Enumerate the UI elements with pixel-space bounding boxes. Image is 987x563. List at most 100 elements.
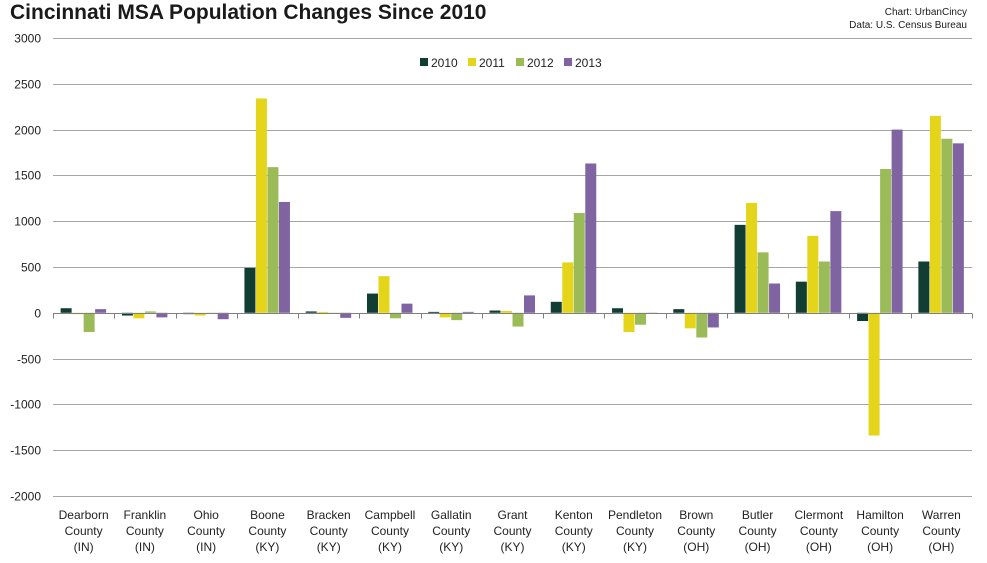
category-label: (KY) [255, 540, 279, 554]
category-label: (OH) [928, 540, 954, 554]
bar-2012-gallatin [451, 312, 463, 321]
bar-2013-grant [524, 295, 535, 313]
y-tick-label: -2000 [10, 490, 41, 504]
bar-2010-clermont [795, 281, 807, 313]
category-label: Brown [679, 508, 713, 522]
category-label: Grant [497, 508, 528, 522]
bar-2013-ohio [217, 312, 229, 320]
legend-label-2010: 2010 [431, 56, 458, 70]
bar-2013-warren [952, 143, 964, 313]
y-tick-label: -1500 [10, 444, 41, 458]
y-tick-label: -1000 [10, 398, 41, 412]
y-tick-label: 1000 [14, 215, 41, 229]
category-label: County [555, 524, 593, 538]
bar-2011-grant [501, 310, 512, 313]
category-label: (KY) [378, 540, 402, 554]
category-label: County [739, 524, 777, 538]
category-label: (KY) [623, 540, 647, 554]
y-tick-label: 500 [21, 261, 41, 275]
category-label: County [126, 524, 164, 538]
bar-2010-franklin [121, 312, 133, 316]
category-label: County [922, 524, 960, 538]
category-label: (IN) [74, 540, 94, 554]
credit-text: Chart: UrbanCincy [884, 7, 967, 18]
category-label: (OH) [745, 540, 771, 554]
legend-swatch-2010 [420, 58, 428, 66]
category-label: (KY) [439, 540, 463, 554]
legend-swatch-2013 [564, 58, 572, 66]
legend-swatch-2011 [468, 58, 476, 66]
category-label: County [187, 524, 225, 538]
category-label: Bracken [307, 508, 351, 522]
category-label: County [493, 524, 531, 538]
bar-2012-pendleton [635, 312, 647, 325]
legend-label-2012: 2012 [527, 56, 554, 70]
category-label: (OH) [867, 540, 893, 554]
category-label: (IN) [135, 540, 155, 554]
bar-2012-campbell [389, 312, 401, 319]
category-label: Butler [742, 508, 773, 522]
axes: 3000 2500 2000 1500 1000 500 0 -500 -1000 -1500 -2… [10, 32, 973, 554]
bar-2013-kenton [585, 163, 597, 313]
category-label: Dearborn [59, 508, 109, 522]
bar-2011-brown [684, 312, 696, 329]
category-label: (KY) [562, 540, 586, 554]
category-label: County [677, 524, 715, 538]
category-label: (KY) [317, 540, 341, 554]
bar-2010-kenton [550, 301, 562, 313]
bar-2011-gallatin [439, 312, 451, 318]
category-label: County [616, 524, 654, 538]
y-tick-label: 0 [34, 307, 41, 321]
category-label: (IN) [196, 540, 216, 554]
bar-2012-grant [512, 312, 524, 327]
bar-2012-boone [267, 167, 279, 313]
y-tick-label: 2000 [14, 124, 41, 138]
category-label: County [310, 524, 348, 538]
category-label: (OH) [683, 540, 709, 554]
chart-credits: Chart: UrbanCincy Data: U.S. Census Bure… [849, 6, 967, 32]
bar-2010-campbell [366, 293, 378, 313]
category-label: Ohio [193, 508, 219, 522]
legend: 2010 2011 2012 2013 [420, 56, 602, 70]
bar-2010-hamilton [857, 312, 869, 322]
bar-2011-campbell [378, 276, 390, 313]
category-label: Pendleton [608, 508, 662, 522]
category-label: Franklin [124, 508, 167, 522]
gridlines [53, 38, 972, 497]
bar-2013-dearborn [95, 309, 107, 313]
bar-2011-butler [746, 202, 758, 313]
bar-2010-pendleton [612, 308, 624, 313]
category-label: (KY) [501, 540, 525, 554]
bar-2012-franklin [144, 311, 156, 313]
source-text: Data: U.S. Census Bureau [849, 20, 967, 31]
category-label: Boone [250, 508, 285, 522]
bar-2013-hamilton [891, 129, 903, 313]
bar-2013-butler [769, 283, 781, 313]
bar-2012-clermont [818, 261, 830, 313]
bar-2013-gallatin [462, 311, 474, 313]
bar-2011-hamilton [868, 312, 880, 436]
category-label: County [800, 524, 838, 538]
bar-2010-brown [673, 309, 685, 313]
category-label: (OH) [806, 540, 832, 554]
category-label: Campbell [365, 508, 416, 522]
bar-2011-pendleton [623, 312, 635, 333]
category-label: County [248, 524, 286, 538]
bar-2013-clermont [830, 211, 842, 313]
chart-title: Cincinnati MSA Population Changes Since … [10, 1, 487, 24]
bar-2012-warren [941, 138, 953, 313]
legend-swatch-2012 [516, 58, 524, 66]
bar-2011-warren [929, 115, 941, 313]
bar-2012-kenton [573, 212, 585, 313]
y-tick-label: 2500 [14, 78, 41, 92]
bar-2011-clermont [807, 235, 819, 313]
bar-2010-dearborn [60, 308, 72, 313]
bar-2011-kenton [562, 262, 574, 313]
bar-2012-hamilton [880, 168, 892, 313]
category-label: Warren [922, 508, 961, 522]
bar-2011-boone [255, 98, 267, 313]
bar-2010-gallatin [428, 311, 440, 313]
category-label: County [861, 524, 899, 538]
